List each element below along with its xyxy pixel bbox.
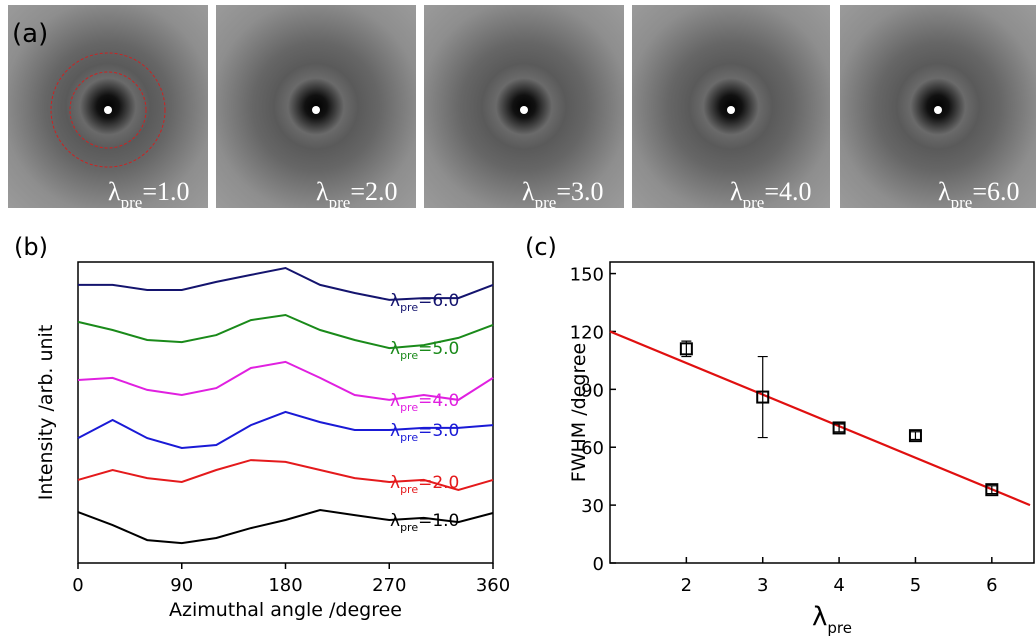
label: λpre=2.0 xyxy=(390,473,459,496)
error-bar xyxy=(757,355,768,439)
beam-stop xyxy=(312,106,320,114)
y-tick-label: 0 xyxy=(593,554,604,575)
label: λpre=1.0 xyxy=(108,177,190,212)
label-part: pre xyxy=(400,483,418,496)
image-row xyxy=(8,5,1036,208)
label-part: =1.0 xyxy=(418,511,459,531)
intensity-curve xyxy=(77,360,494,401)
data-point xyxy=(832,421,846,435)
label-part: =3.0 xyxy=(556,177,603,206)
label-part: =5.0 xyxy=(418,339,459,359)
label: λpre=6.0 xyxy=(390,291,459,314)
label-part: =2.0 xyxy=(418,473,459,493)
label: λpre xyxy=(812,602,852,637)
label: λpre=2.0 xyxy=(316,177,398,212)
label-part: pre xyxy=(329,193,351,212)
label-part: λ xyxy=(390,291,400,311)
label-part: pre xyxy=(400,349,418,362)
y-axis-label: Intensity /arb. unit xyxy=(35,325,57,501)
label: λpre=3.0 xyxy=(390,421,459,444)
label: λpre=5.0 xyxy=(390,339,459,362)
label-part: pre xyxy=(400,401,418,414)
label-part: λ xyxy=(390,511,400,531)
x-tick-label: 90 xyxy=(170,575,193,596)
label-part: =2.0 xyxy=(350,177,397,206)
ring-marker xyxy=(69,71,147,149)
x-tick-label: 4 xyxy=(833,575,844,596)
label-part: pre xyxy=(400,301,418,314)
label: λpre=4.0 xyxy=(730,177,812,212)
beam-stop xyxy=(104,106,112,114)
y-tick-label: 120 xyxy=(570,322,604,343)
beam-stop xyxy=(727,106,735,114)
label-part: =1.0 xyxy=(142,177,189,206)
x-tick-label: 270 xyxy=(372,575,406,596)
label-part: pre xyxy=(400,521,418,534)
label-part: =4.0 xyxy=(764,177,811,206)
label-part: =6.0 xyxy=(418,291,459,311)
data-point xyxy=(985,483,999,497)
label-part: λ xyxy=(938,177,951,206)
label-part: λ xyxy=(730,177,743,206)
label-part: λ xyxy=(108,177,121,206)
label-part: λ xyxy=(390,391,400,411)
data-point xyxy=(908,429,922,443)
x-tick-label: 2 xyxy=(681,575,692,596)
panel-label: (a) xyxy=(12,19,48,49)
beam-stop xyxy=(520,106,528,114)
label-part: pre xyxy=(951,193,973,212)
label-part: λ xyxy=(390,473,400,493)
fit-line xyxy=(609,330,1031,507)
label-part: λ xyxy=(522,177,535,206)
intensity-curve xyxy=(77,313,494,350)
x-axis-label: Azimuthal angle /degree xyxy=(169,599,402,621)
label-part: pre xyxy=(827,619,852,637)
y-tick-label: 30 xyxy=(581,496,604,517)
x-tick-label: 0 xyxy=(72,575,83,596)
x-tick-label: 3 xyxy=(757,575,768,596)
error-bar xyxy=(986,485,997,495)
y-tick-label: 60 xyxy=(581,438,604,459)
x-tick-label: 6 xyxy=(986,575,997,596)
y-axis-label: FWHM /degree xyxy=(568,343,590,482)
label-part: pre xyxy=(400,431,418,444)
x-tick-label: 360 xyxy=(476,575,510,596)
label-part: λ xyxy=(390,339,400,359)
label-part: =6.0 xyxy=(972,177,1019,206)
y-tick-label: 150 xyxy=(570,265,604,286)
label-part: =4.0 xyxy=(418,391,459,411)
label-part: λ xyxy=(812,602,827,632)
label: λpre=6.0 xyxy=(938,177,1020,212)
error-bar xyxy=(910,431,921,441)
label: λpre=1.0 xyxy=(390,511,459,534)
label-part: =3.0 xyxy=(418,421,459,441)
intensity-curve xyxy=(77,508,494,545)
plot-frame xyxy=(609,261,1035,564)
intensity-curve xyxy=(77,459,494,491)
y-tick-label: 90 xyxy=(581,380,604,401)
error-bar xyxy=(834,423,845,433)
label-part: pre xyxy=(121,193,143,212)
panel-label: (b) xyxy=(14,233,48,261)
label: λpre=4.0 xyxy=(390,391,459,414)
ring-marker xyxy=(50,52,166,168)
label-part: pre xyxy=(743,193,765,212)
label: λpre=3.0 xyxy=(522,177,604,212)
label-part: pre xyxy=(535,193,557,212)
intensity-curve xyxy=(78,266,494,301)
x-tick-label: 5 xyxy=(910,575,921,596)
panel-label: (c) xyxy=(525,233,557,261)
x-tick-label: 180 xyxy=(268,575,302,596)
data-point xyxy=(679,342,693,356)
label-part: λ xyxy=(390,421,400,441)
intensity-curve xyxy=(77,410,494,450)
label-part: λ xyxy=(316,177,329,206)
beam-stop xyxy=(934,106,942,114)
data-point xyxy=(756,390,770,404)
